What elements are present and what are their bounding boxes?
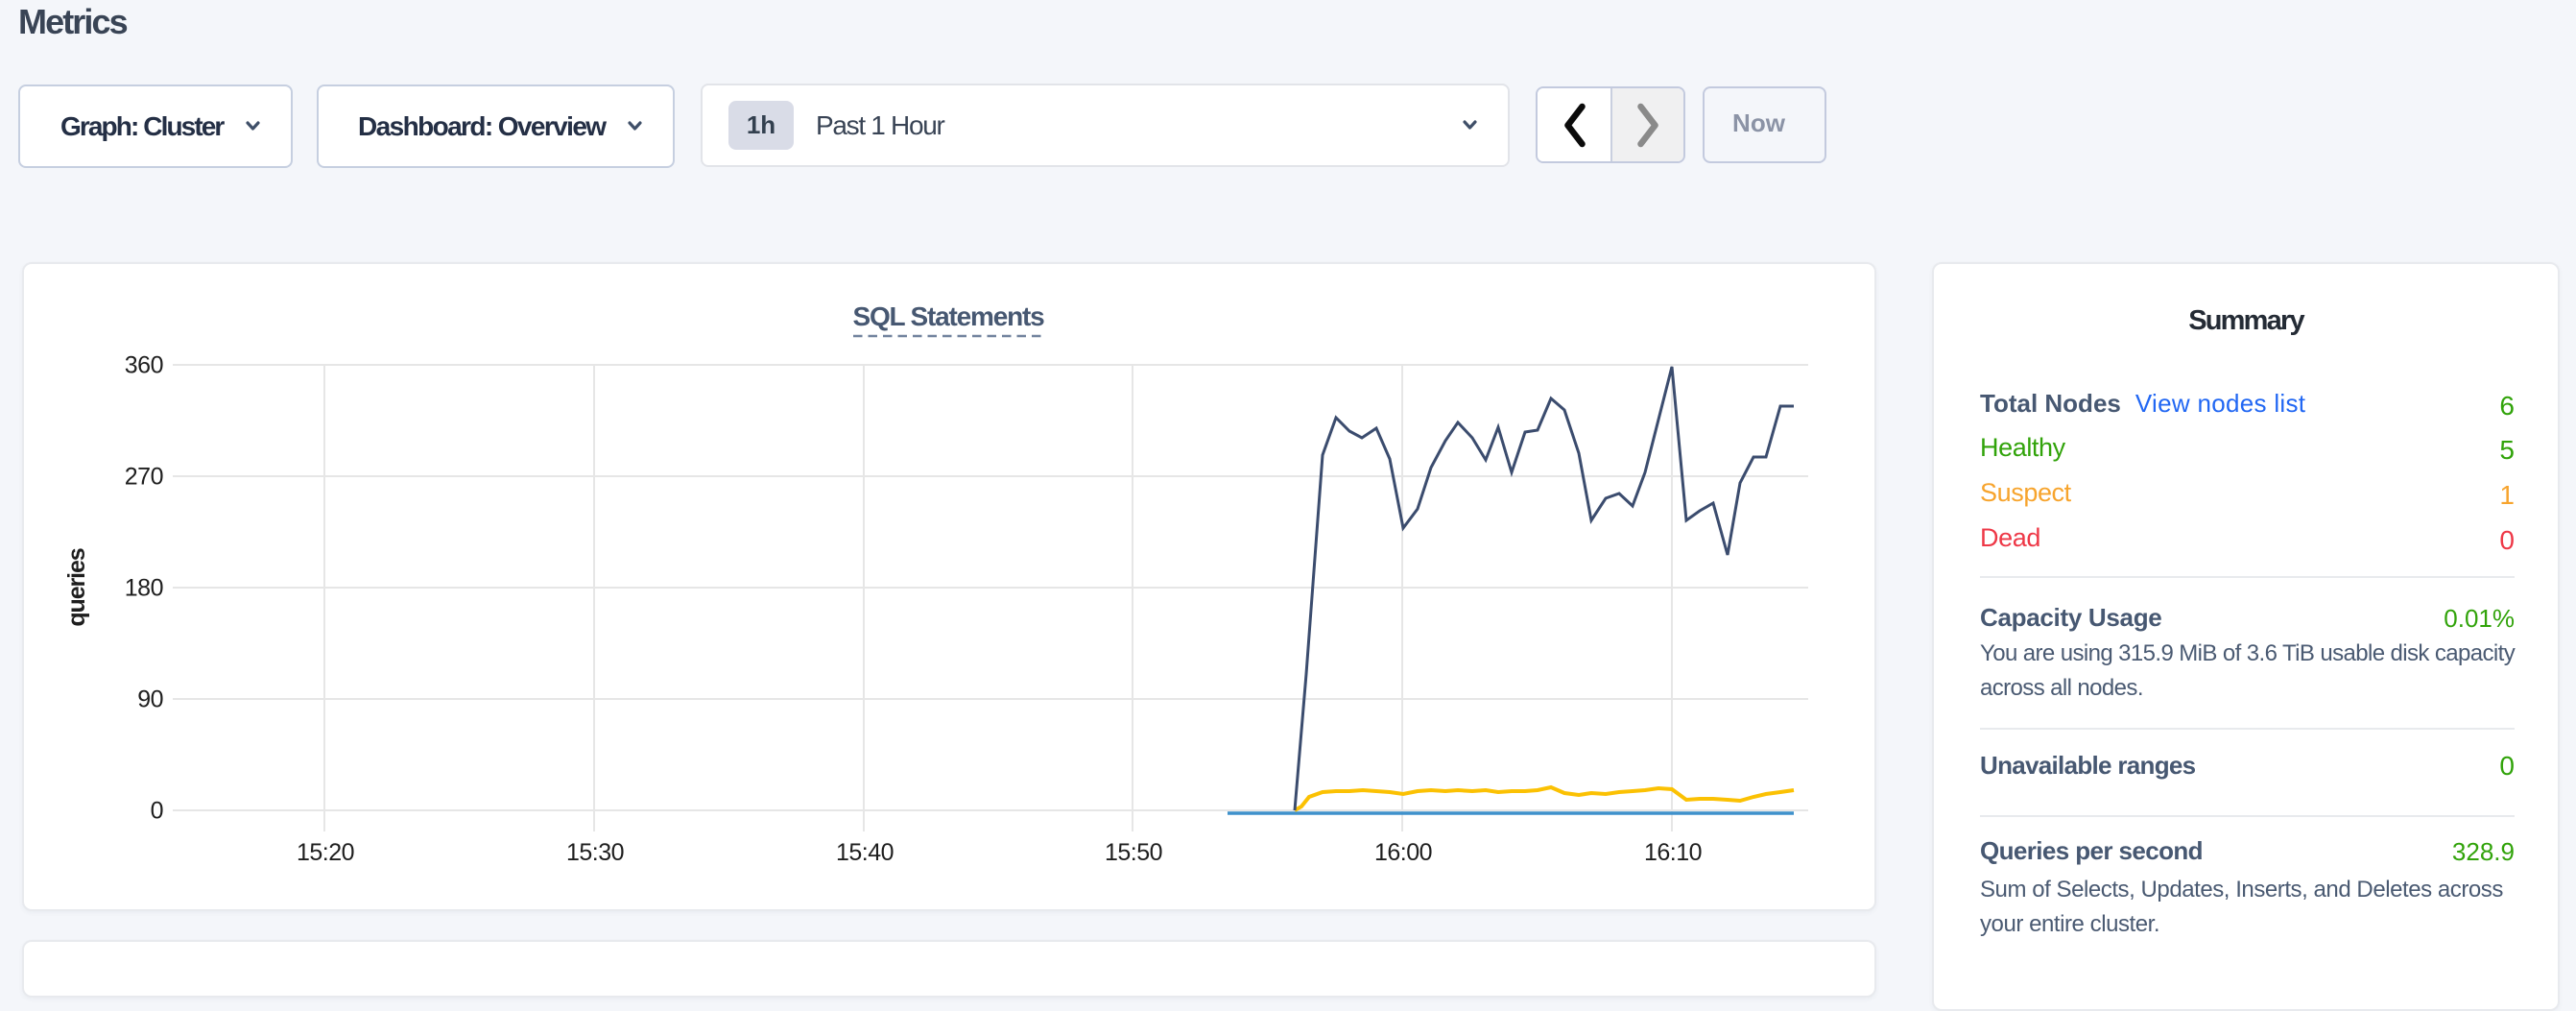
svg-text:16:00: 16:00 <box>1374 839 1432 866</box>
svg-text:180: 180 <box>125 575 163 602</box>
svg-text:15:20: 15:20 <box>297 839 354 866</box>
svg-text:15:30: 15:30 <box>566 839 624 866</box>
svg-text:16:10: 16:10 <box>1644 839 1702 866</box>
svg-text:queries: queries <box>63 548 90 626</box>
svg-text:15:50: 15:50 <box>1105 839 1162 866</box>
svg-text:15:40: 15:40 <box>836 839 894 866</box>
svg-text:360: 360 <box>125 352 163 379</box>
svg-text:SQL Statements: SQL Statements <box>853 301 1045 331</box>
svg-text:270: 270 <box>125 464 163 491</box>
svg-text:90: 90 <box>137 686 163 713</box>
svg-text:0: 0 <box>151 798 163 825</box>
